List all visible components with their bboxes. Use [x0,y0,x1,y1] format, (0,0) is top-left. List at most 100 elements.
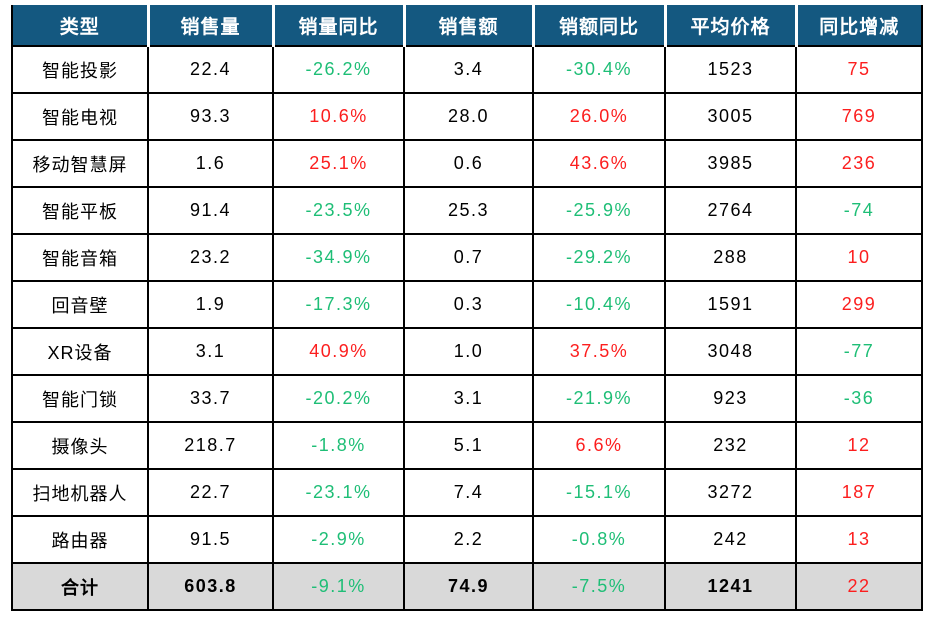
column-header-4: 销额同比 [533,5,667,47]
cell-avg-price: 3985 [664,139,797,188]
cell-volume-yoy: -1.8% [272,421,405,470]
cell-yoy-change: -36 [795,374,923,423]
sales-table: 类型 销售量 销量同比 销售额 销额同比 平均价格 同比增减 智能投影 22.4 -26.2% 3… [11,5,923,611]
cell-amount-yoy: -15.1% [532,468,666,517]
table-row: XR设备 3.1 40.9% 1.0 37.5% 3048 -77 [11,327,923,376]
cell-type: 扫地机器人 [11,468,149,517]
cell-sales-amount: 7.4 [403,468,534,517]
cell-volume-yoy: 25.1% [272,139,405,188]
cell-type: 摄像头 [11,421,149,470]
cell-type: 智能平板 [11,186,149,235]
total-cell-volume-yoy: -9.1% [272,562,405,611]
cell-amount-yoy: -29.2% [532,233,666,282]
cell-sales-amount: 28.0 [403,92,534,141]
table-row: 智能投影 22.4 -26.2% 3.4 -30.4% 1523 75 [11,45,923,94]
column-header-2: 销量同比 [273,5,406,47]
table-row: 回音壁 1.9 -17.3% 0.3 -10.4% 1591 299 [11,280,923,329]
cell-sales-volume: 91.4 [147,186,274,235]
cell-yoy-change: 299 [795,280,923,329]
table-row: 扫地机器人 22.7 -23.1% 7.4 -15.1% 3272 187 [11,468,923,517]
cell-type: XR设备 [11,327,149,376]
cell-volume-yoy: -23.1% [272,468,405,517]
cell-volume-yoy: 40.9% [272,327,405,376]
total-cell-avg-price: 1241 [664,562,797,611]
cell-sales-amount: 3.1 [403,374,534,423]
cell-sales-amount: 5.1 [403,421,534,470]
cell-sales-amount: 0.3 [403,280,534,329]
cell-avg-price: 923 [664,374,797,423]
cell-volume-yoy: 10.6% [272,92,405,141]
total-cell-type: 合计 [11,562,149,611]
table-row: 路由器 91.5 -2.9% 2.2 -0.8% 242 13 [11,515,923,564]
column-header-5: 平均价格 [665,5,798,47]
cell-type: 智能电视 [11,92,149,141]
cell-sales-volume: 1.9 [147,280,274,329]
cell-avg-price: 242 [664,515,797,564]
cell-sales-volume: 3.1 [147,327,274,376]
cell-sales-amount: 0.7 [403,233,534,282]
cell-type: 移动智慧屏 [11,139,149,188]
cell-yoy-change: 10 [795,233,923,282]
cell-sales-volume: 23.2 [147,233,274,282]
cell-avg-price: 288 [664,233,797,282]
cell-volume-yoy: -17.3% [272,280,405,329]
table-row: 摄像头 218.7 -1.8% 5.1 6.6% 232 12 [11,421,923,470]
cell-avg-price: 3048 [664,327,797,376]
total-cell-sales-amount: 74.9 [403,562,534,611]
table-row: 移动智慧屏 1.6 25.1% 0.6 43.6% 3985 236 [11,139,923,188]
total-row: 合计 603.8 -9.1% 74.9 -7.5% 1241 22 [11,562,923,611]
cell-sales-amount: 2.2 [403,515,534,564]
header-row: 类型 销售量 销量同比 销售额 销额同比 平均价格 同比增减 [12,5,922,47]
cell-yoy-change: 13 [795,515,923,564]
cell-amount-yoy: 43.6% [532,139,666,188]
column-header-3: 销售额 [404,5,535,47]
cell-avg-price: 1523 [664,45,797,94]
cell-sales-volume: 22.7 [147,468,274,517]
cell-avg-price: 1591 [664,280,797,329]
table-row: 智能平板 91.4 -23.5% 25.3 -25.9% 2764 -74 [11,186,923,235]
cell-type: 路由器 [11,515,149,564]
cell-avg-price: 3272 [664,468,797,517]
table-row: 智能电视 93.3 10.6% 28.0 26.0% 3005 769 [11,92,923,141]
column-header-1: 销售量 [148,5,275,47]
cell-sales-amount: 0.6 [403,139,534,188]
cell-sales-volume: 218.7 [147,421,274,470]
cell-sales-volume: 91.5 [147,515,274,564]
cell-volume-yoy: -26.2% [272,45,405,94]
total-cell-sales-volume: 603.8 [147,562,274,611]
cell-amount-yoy: -0.8% [532,515,666,564]
cell-sales-amount: 1.0 [403,327,534,376]
cell-yoy-change: 75 [795,45,923,94]
cell-volume-yoy: -20.2% [272,374,405,423]
cell-sales-amount: 3.4 [403,45,534,94]
cell-amount-yoy: -21.9% [532,374,666,423]
cell-volume-yoy: -2.9% [272,515,405,564]
cell-sales-amount: 25.3 [403,186,534,235]
cell-amount-yoy: 6.6% [532,421,666,470]
cell-avg-price: 3005 [664,92,797,141]
cell-sales-volume: 93.3 [147,92,274,141]
column-header-0: 类型 [12,5,150,47]
cell-sales-volume: 1.6 [147,139,274,188]
cell-yoy-change: 12 [795,421,923,470]
cell-yoy-change: -74 [795,186,923,235]
cell-sales-volume: 33.7 [147,374,274,423]
cell-volume-yoy: -23.5% [272,186,405,235]
column-header-6: 同比增减 [796,5,922,47]
cell-yoy-change: 236 [795,139,923,188]
table-row: 智能音箱 23.2 -34.9% 0.7 -29.2% 288 10 [11,233,923,282]
cell-type: 智能投影 [11,45,149,94]
cell-type: 智能门锁 [11,374,149,423]
cell-amount-yoy: -30.4% [532,45,666,94]
cell-amount-yoy: 26.0% [532,92,666,141]
cell-amount-yoy: -25.9% [532,186,666,235]
cell-amount-yoy: -10.4% [532,280,666,329]
cell-type: 回音壁 [11,280,149,329]
cell-amount-yoy: 37.5% [532,327,666,376]
table-row: 智能门锁 33.7 -20.2% 3.1 -21.9% 923 -36 [11,374,923,423]
cell-yoy-change: 769 [795,92,923,141]
total-cell-amount-yoy: -7.5% [532,562,666,611]
cell-volume-yoy: -34.9% [272,233,405,282]
cell-avg-price: 2764 [664,186,797,235]
